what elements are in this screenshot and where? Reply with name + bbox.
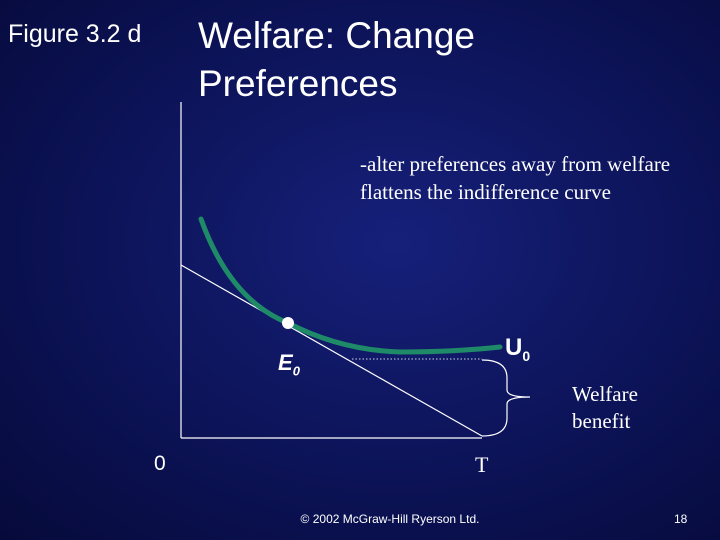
curve-label: U0 xyxy=(505,334,530,364)
page-number: 18 xyxy=(674,512,688,526)
budget-line xyxy=(180,264,483,437)
equilibrium-point xyxy=(282,317,294,329)
title-line-1: Welfare: Change xyxy=(198,15,475,56)
annotation-line-2: flattens the indifference curve xyxy=(360,180,611,204)
annotation-line-1: -alter preferences away from welfare xyxy=(360,152,671,176)
welfare-brace xyxy=(481,359,531,437)
annotation-text: -alter preferences away from welfare fla… xyxy=(360,150,690,206)
u-label-sub: 0 xyxy=(522,347,531,364)
u-label-main: U xyxy=(505,334,523,361)
welfare-line-1: Welfare xyxy=(572,382,638,406)
title-line-2: Preferences xyxy=(198,63,398,104)
time-endowment-label: T xyxy=(475,452,489,477)
copyright-notice: © 2002 McGraw-Hill Ryerson Ltd. xyxy=(300,512,480,526)
welfare-line-2: benefit xyxy=(572,409,631,433)
welfare-benefit-label: Welfare benefit xyxy=(572,381,638,435)
origin-label: 0 xyxy=(154,452,166,475)
slide-title: Welfare: Change Preferences xyxy=(198,12,475,108)
e-label-sub: 0 xyxy=(292,363,300,379)
figure-label: Figure 3.2 d xyxy=(8,20,142,48)
e-label-main: E xyxy=(278,350,293,375)
indifference-curve xyxy=(198,216,503,355)
equilibrium-label: E0 xyxy=(278,350,300,378)
